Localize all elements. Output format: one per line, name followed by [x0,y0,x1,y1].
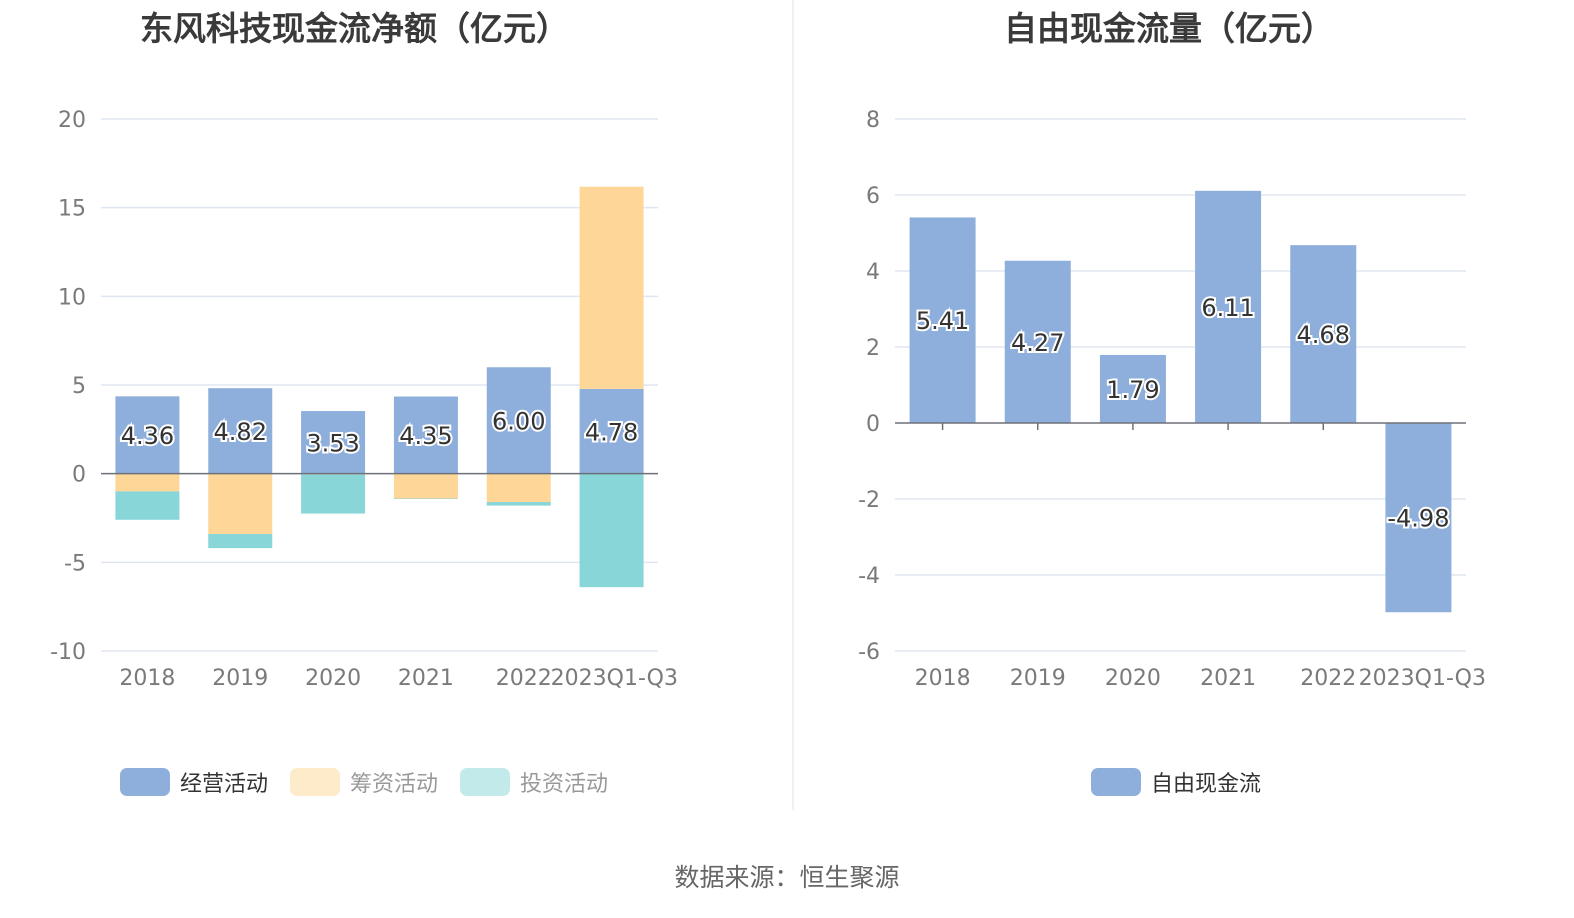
data-label: 5.41 [916,307,969,335]
bar-series-2 [393,498,458,499]
legend-label-free-cash-flow: 自由现金流 [1151,772,1262,797]
data-label: 4.36 [121,422,174,450]
bar-primary [579,388,644,474]
bar-series-1 [579,186,644,389]
y-tick-label: 5 [72,374,86,399]
data-label: 4.68 [1297,321,1350,349]
x-tick-label: 2019 [212,666,268,691]
legend-label-investing: 投资活动 [520,772,609,797]
y-tick-label: -4 [858,564,880,589]
x-tick-label: 2019 [1010,666,1066,691]
y-tick-label: -2 [858,488,880,513]
bar-primary [486,367,551,474]
bar-series-1 [486,473,551,503]
legend-label-financing: 筹资活动 [350,772,439,797]
x-tick-label: 2018 [119,666,175,691]
cash-flow-chart: 20 15 10 5 0 -5 -10 4.36 4.82 3.53 4.35 6.00 4.78 201… [50,108,678,691]
legend-item-free-cash-flow[interactable]: 自由现金流 [1091,766,1261,798]
bar-series-2 [115,491,180,520]
data-label: 6.11 [1201,294,1254,322]
bar-primary [1195,190,1262,423]
legend-item-operating[interactable]: 经营活动 [120,766,268,798]
legend-swatch-financing [290,768,341,796]
y-tick-label: 8 [866,108,880,133]
x-tick-label: 2023Q1-Q3 [1359,666,1486,691]
x-tick-label: 2023Q1-Q3 [551,666,678,691]
x-tick-label: 2020 [1105,666,1161,691]
bar-series-2 [486,502,551,506]
legend-label-operating: 经营活动 [180,772,269,797]
data-label: 4.35 [399,422,452,450]
x-tick-label: 2021 [1200,666,1256,691]
left-legend: 经营活动 筹资活动 投资活动 [120,766,630,798]
y-tick-label: 0 [866,412,880,437]
y-tick-label: 0 [72,463,86,488]
x-tick-label: 2018 [915,666,971,691]
bar-primary [1099,354,1166,423]
bar-primary [393,396,458,474]
y-tick-label: 15 [58,197,86,222]
y-tick-label: 10 [58,285,86,310]
x-tick-label: 2022 [1300,666,1356,691]
bar-series-2 [579,473,644,588]
data-label: 4.82 [214,418,267,446]
data-label: 3.53 [306,429,359,457]
data-label: 1.79 [1106,376,1159,404]
data-source-note: 数据来源：恒生聚源 [674,863,900,892]
right-chart-title: 自由现金流量（亿元） [1004,9,1334,48]
x-tick-label: 2022 [496,666,552,691]
bar-primary [208,388,273,474]
legend-swatch-free-cash-flow [1091,768,1141,796]
y-tick-label: -5 [64,551,86,576]
bar-primary [1004,260,1071,423]
bar-series-1 [393,473,458,499]
data-label: 6.00 [492,407,545,435]
right-legend: 自由现金流 [1091,766,1283,798]
x-tick-label: 2020 [305,666,361,691]
panel-divider [792,0,794,810]
bar-primary [301,411,366,474]
y-tick-label: 6 [866,184,880,209]
bar-series-1 [208,473,273,534]
bar-primary [909,217,976,423]
data-label: -4.98 [1387,505,1449,533]
bar-series-2 [301,474,366,514]
y-tick-label: -6 [858,640,880,665]
bar-primary [1290,245,1357,423]
legend-item-financing[interactable]: 筹资活动 [290,766,438,798]
legend-swatch-investing [460,768,511,796]
bar-series-2 [208,533,273,549]
y-tick-label: 20 [58,108,86,133]
x-tick-label: 2021 [398,666,454,691]
y-tick-label: 2 [866,336,880,361]
free-cash-flow-chart: 8 6 4 2 0 -2 -4 -6 5.41 4.27 1.79 6.11 4.68 -4.98 2018… [858,108,1486,691]
legend-item-investing[interactable]: 投资活动 [460,766,608,798]
bar-series-1 [115,473,180,492]
bar-primary [115,396,180,474]
data-label: 4.78 [585,418,638,446]
y-tick-label: -10 [50,640,86,665]
y-tick-label: 4 [866,260,880,285]
data-label: 4.27 [1011,329,1064,357]
legend-swatch-operating [120,768,170,796]
bar-primary [1385,423,1452,613]
left-chart-title: 东风科技现金流净额（亿元） [140,9,569,48]
